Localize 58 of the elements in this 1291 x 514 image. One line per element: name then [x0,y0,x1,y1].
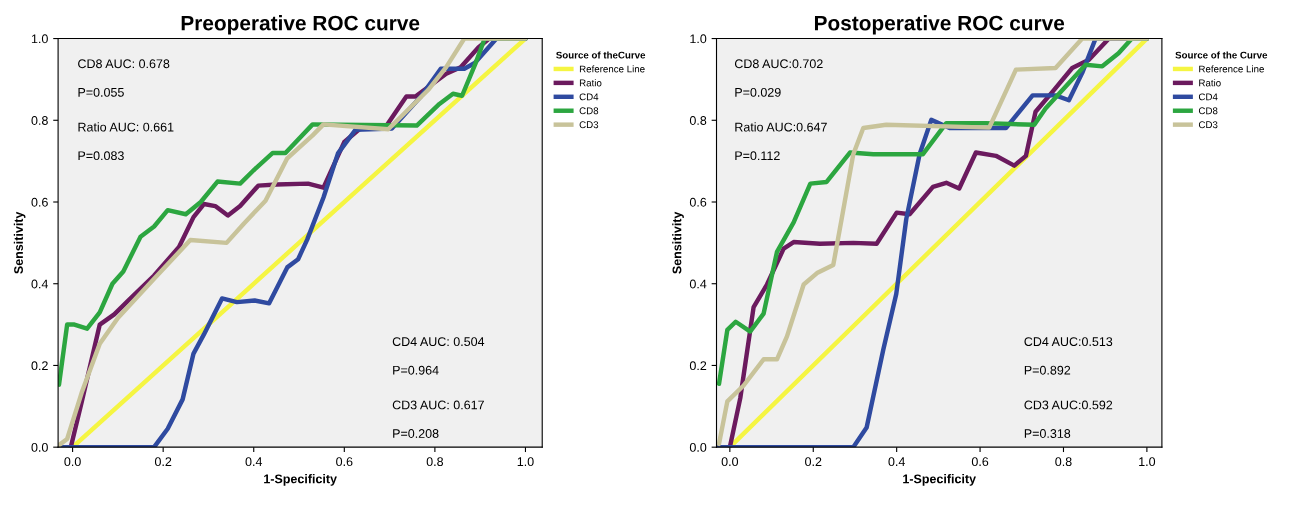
legend-label: CD8 [1198,107,1218,115]
annotation: P=0.029 [735,87,781,97]
annotation: CD3 AUC: 0.617 [392,400,484,410]
annotation: Ratio AUC: 0.661 [78,122,174,132]
annotation: P=0.055 [78,87,124,97]
y-tick-label: 1.0 [690,34,707,44]
x-tick-label: 0.8 [426,457,444,467]
x-tick-label: 0.2 [805,457,822,467]
legend-title: Source of the Curve [1175,51,1268,59]
annotation: P=0.208 [393,429,439,438]
annotation: P=0.964 [393,365,439,375]
legend-label: Reference Line [579,65,645,73]
y-tick-label: 0.8 [689,116,707,125]
y-tick-label: 0.2 [689,361,707,371]
legend-label: Reference Line [1199,65,1264,73]
x-tick-label: 0.2 [154,457,172,467]
annotation: CD3 AUC:0.592 [1024,400,1113,410]
legend-label: Ratio [1199,79,1221,87]
y-tick-label: 0.6 [31,197,48,207]
x-tick-label: 0.4 [245,457,263,467]
annotation: P=0.112 [735,151,780,161]
legend-label: Ratio [579,79,602,87]
y-tick-label: 0.0 [31,442,48,452]
y-axis-title: Sensitivity [13,211,26,274]
x-axis-title: 1-Specificity [903,474,976,486]
x-tick-label: 0.6 [336,457,353,467]
x-tick-label: 0.4 [888,457,905,467]
legend-label: CD4 [1198,93,1218,101]
legend-title: Source of theCurve [556,51,646,59]
legend-label: CD3 [579,121,599,129]
y-tick-label: 0.2 [31,361,48,371]
y-tick-label: 0.6 [689,197,707,207]
annotation: CD4 AUC:0.513 [1024,337,1113,347]
chart-title: Postoperative ROC curve [814,15,1065,35]
annotation: Ratio AUC:0.647 [735,122,827,132]
x-tick-label: 1.0 [1139,457,1156,467]
legend-label: CD3 [1198,121,1218,129]
legend-label: CD8 [579,107,599,115]
annotation: P=0.318 [1024,429,1071,438]
x-tick-label: 0.0 [721,457,739,467]
x-axis-title: 1-Specificity [264,474,337,486]
y-tick-label: 0.4 [31,279,49,289]
x-tick-label: 0.6 [971,457,989,467]
annotation: P=0.083 [78,151,124,161]
annotation: P=0.892 [1024,365,1071,375]
y-axis-title: Sensitivity [672,211,684,274]
y-tick-label: 0.4 [689,279,707,289]
annotation: CD4 AUC: 0.504 [392,337,485,347]
x-tick-label: 0.0 [64,457,81,467]
legend-label: CD4 [579,93,599,101]
annotation: CD8 AUC:0.702 [734,59,823,69]
x-tick-label: 0.8 [1055,457,1072,467]
y-tick-label: 0.0 [689,442,707,452]
chart-title: Preoperative ROC curve [181,15,420,35]
x-tick-label: 1.0 [517,457,534,467]
annotation: CD8 AUC: 0.678 [78,59,170,69]
y-tick-label: 1.0 [31,34,48,44]
y-tick-label: 0.8 [31,116,48,125]
